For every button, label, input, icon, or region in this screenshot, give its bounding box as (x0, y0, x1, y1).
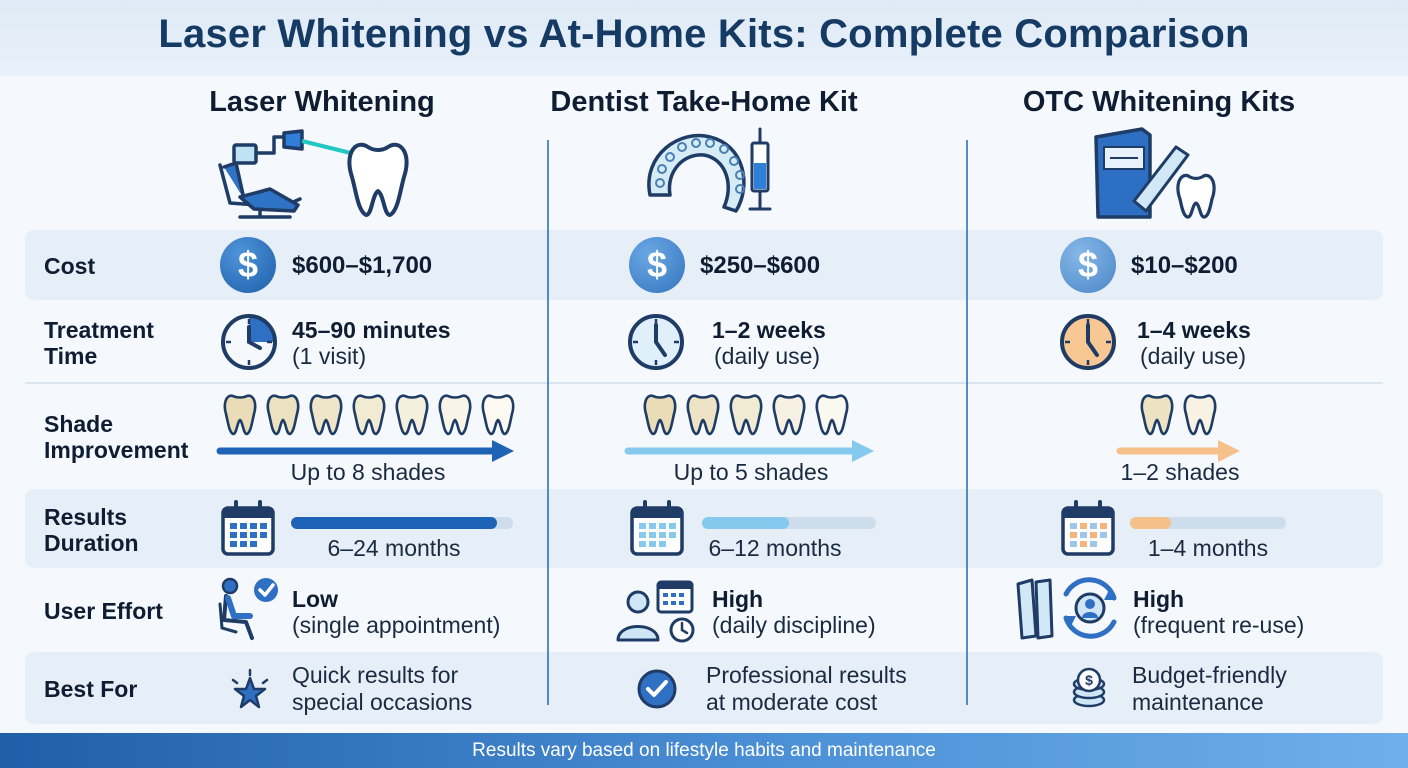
strips-refresh-user-icon (1016, 577, 1117, 640)
tooth-icon (309, 394, 343, 436)
dollar-icon: $ (1060, 237, 1116, 293)
tooth-icon (223, 394, 257, 436)
effort-level-dentist: High (712, 586, 764, 612)
strips-box-icon (1094, 127, 1216, 219)
footer-band (0, 733, 1408, 768)
duration-bar-fill-laser (291, 517, 498, 529)
row-label-treatment-time-1: Treatment (44, 317, 154, 343)
effort-sub-laser: (single appointment) (292, 612, 501, 638)
time-sub-laser: (1 visit) (292, 343, 367, 369)
calendar-icon (1061, 500, 1115, 556)
shade-value-laser: Up to 8 shades (290, 459, 446, 485)
arrow-icon (624, 440, 874, 462)
teeth-shade-scale-dentist (639, 391, 869, 439)
dollar-icon: $ (629, 237, 685, 293)
coin-stack-icon: $ (1072, 667, 1106, 708)
title-band (0, 0, 1408, 76)
person-calendar-clock-icon (616, 580, 695, 643)
arrow-icon (1116, 440, 1240, 462)
star-icon (231, 668, 269, 709)
tooth-icon (266, 394, 300, 436)
cost-value-otc: $10–$200 (1131, 252, 1238, 279)
seated-person-check-icon (218, 577, 278, 640)
row-label-shade-1: Shade (44, 411, 114, 437)
column-heading-otc: OTC Whitening Kits (1022, 86, 1296, 118)
teeth-shade-scale-otc (1136, 391, 1226, 439)
duration-bar-track-dentist (702, 517, 876, 529)
clock-icon (1060, 314, 1116, 370)
calendar-icon (221, 500, 275, 556)
best-for-line1-dentist: Professional results (706, 662, 907, 688)
duration-value-laser: 6–24 months (327, 535, 461, 561)
time-sub-dentist: (daily use) (714, 343, 821, 369)
effort-level-otc: High (1133, 586, 1185, 612)
tooth-icon (481, 394, 515, 436)
tooth-icon (643, 394, 677, 436)
time-sub-otc: (daily use) (1140, 343, 1247, 369)
row-separator (25, 382, 1383, 384)
time-value-otc: 1–4 weeks (1137, 317, 1251, 343)
effort-sub-dentist: (daily discipline) (712, 612, 876, 638)
column-heading-dentist: Dentist Take-Home Kit (550, 86, 858, 118)
row-label-results-1: Results (44, 504, 128, 530)
row-label-user-effort: User Effort (44, 598, 163, 624)
duration-value-dentist: 6–12 months (708, 535, 842, 561)
clock-icon (221, 314, 277, 370)
best-for-line1-otc: Budget-friendly (1132, 662, 1287, 688)
tooth-icon (729, 394, 763, 436)
tooth-icon (686, 394, 720, 436)
teeth-shade-scale-laser (219, 391, 519, 439)
shade-value-otc: 1–2 shades (1120, 459, 1240, 485)
best-for-line2-dentist: at moderate cost (706, 689, 878, 715)
column-heading-laser: Laser Whitening (209, 86, 435, 118)
row-label-best-for: Best For (44, 676, 138, 702)
tooth-icon (352, 394, 386, 436)
tray-syringe-icon (647, 127, 772, 213)
duration-value-otc: 1–4 months (1147, 535, 1269, 561)
duration-bar-fill-dentist (702, 517, 789, 529)
row-label-cost: Cost (44, 253, 96, 279)
tooth-icon (815, 394, 849, 436)
cost-value-laser: $600–$1,700 (292, 252, 433, 279)
row-label-results-2: Duration (44, 530, 139, 556)
dollar-icon: $ (220, 237, 276, 293)
best-for-line1-laser: Quick results for (292, 662, 459, 688)
teeth-row (223, 394, 515, 436)
column-divider (547, 140, 549, 705)
tooth-icon (1183, 394, 1217, 436)
column-divider (966, 140, 968, 705)
page-title: Laser Whitening vs At-Home Kits: Complet… (158, 12, 1250, 56)
footer-note: Results vary based on lifestyle habits a… (472, 740, 936, 761)
row-label-treatment-time-2: Time (44, 343, 98, 369)
duration-bar-track-otc (1130, 517, 1286, 529)
tooth-icon (395, 394, 429, 436)
calendar-icon (630, 500, 684, 556)
duration-bar-track-laser (291, 517, 513, 529)
teeth-row (1140, 394, 1217, 436)
effort-level-laser: Low (292, 586, 338, 612)
teeth-row (643, 394, 849, 436)
arrow-icon (216, 440, 514, 462)
time-value-dentist: 1–2 weeks (712, 317, 826, 343)
best-for-line2-otc: maintenance (1132, 689, 1264, 715)
svg-text:$: $ (1085, 672, 1093, 688)
dental-chair-laser-icon (218, 129, 409, 219)
duration-bar-fill-otc (1130, 517, 1171, 529)
best-for-line2-laser: special occasions (292, 689, 473, 715)
shade-value-dentist: Up to 5 shades (673, 459, 829, 485)
tooth-icon (1140, 394, 1174, 436)
tooth-icon (438, 394, 472, 436)
tooth-icon (772, 394, 806, 436)
time-value-laser: 45–90 minutes (292, 317, 451, 343)
clock-icon (628, 314, 684, 370)
cost-value-dentist: $250–$600 (700, 252, 821, 279)
effort-sub-otc: (frequent re-use) (1133, 612, 1305, 638)
check-circle-icon (637, 669, 677, 709)
row-label-shade-2: Improvement (44, 437, 189, 463)
